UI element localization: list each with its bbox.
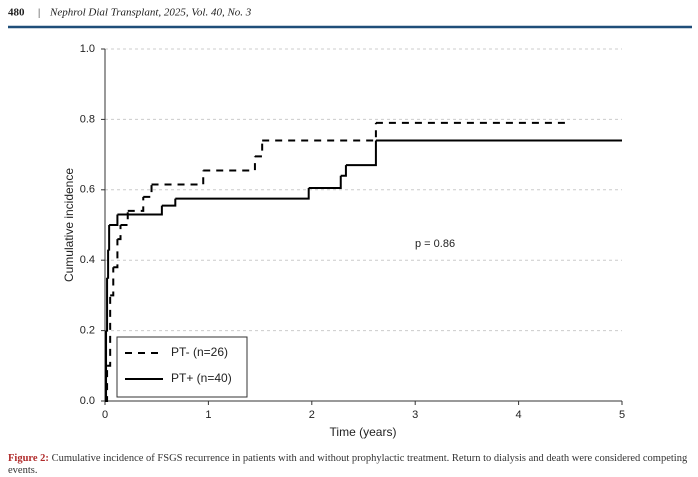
step-segment	[151, 170, 205, 186]
step-segment	[308, 175, 342, 190]
caption-text: Cumulative incidence of FSGS recurrence …	[8, 453, 688, 476]
annotation: p = 0.86	[415, 238, 455, 250]
x-tick-label: 1	[205, 409, 211, 421]
legend-label: PT- (n=26)	[171, 345, 228, 359]
legend-box	[116, 336, 248, 398]
step-segment	[105, 330, 108, 402]
step-segment	[110, 267, 115, 297]
y-tick-label: 0.6	[80, 184, 95, 196]
y-tick-label: 0.2	[80, 325, 95, 337]
x-tick-label: 3	[412, 409, 418, 421]
separator: |	[38, 7, 40, 19]
step-segment	[107, 295, 112, 367]
x-tick-label: 4	[516, 409, 522, 421]
step-segment	[106, 277, 109, 332]
legend-label: PT+ (n=40)	[171, 371, 232, 385]
y-tick-label: 0.0	[80, 395, 95, 407]
step-segment	[109, 214, 119, 226]
step-segment	[120, 210, 129, 226]
step-segment	[143, 184, 153, 198]
step-segment	[161, 198, 177, 207]
y-tick-label: 1.0	[80, 43, 95, 55]
x-axis-title: Time (years)	[330, 425, 397, 439]
y-tick-label: 0.8	[80, 113, 95, 125]
page-number: 480	[8, 7, 25, 19]
step-segment	[254, 140, 264, 158]
step-segment	[107, 249, 110, 279]
step-segment	[113, 239, 119, 269]
x-tick-label: 0	[102, 409, 108, 421]
step-segment	[127, 196, 145, 212]
y-tick-label: 0.4	[80, 254, 95, 266]
step-segment	[117, 225, 122, 241]
step-segment	[340, 165, 347, 177]
caption-label: Figure 2:	[8, 453, 49, 464]
chart: 480 | Nephrol Dial Transplant, 2025, Vol…	[8, 7, 692, 439]
step-segment	[117, 205, 163, 216]
step-segment	[108, 225, 111, 251]
y-axis-title: Cumulative incidence	[62, 168, 76, 282]
step-segment	[262, 122, 377, 142]
x-tick-label: 5	[619, 409, 625, 421]
step-segment	[345, 140, 377, 167]
caption: Figure 2: Cumulative incidence of FSGS r…	[8, 453, 693, 477]
journal: Nephrol Dial Transplant, 2025, Vol. 40, …	[49, 7, 252, 19]
step-segment	[175, 188, 310, 200]
step-segment	[203, 156, 256, 172]
x-tick-label: 2	[309, 409, 315, 421]
